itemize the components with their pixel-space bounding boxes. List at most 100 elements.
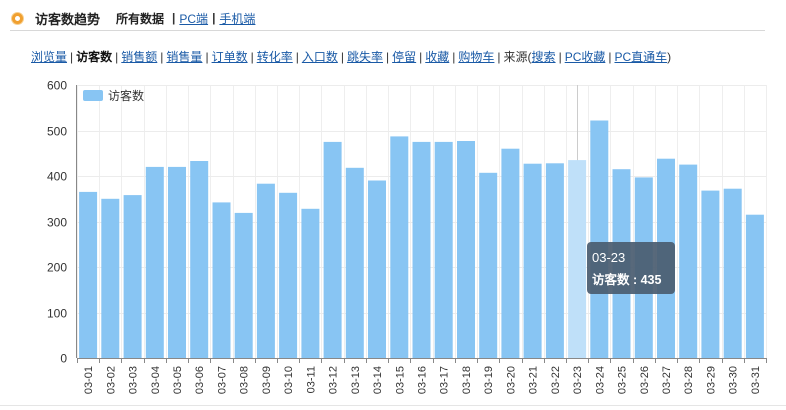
x-tick-label: 03-08 bbox=[239, 366, 251, 394]
x-tick-label: 03-30 bbox=[728, 366, 740, 394]
x-tick-label: 03-12 bbox=[328, 366, 340, 394]
bar-03-01[interactable] bbox=[79, 191, 98, 358]
separator: | bbox=[558, 50, 562, 64]
bar-03-29[interactable] bbox=[701, 190, 720, 358]
bar-03-10[interactable] bbox=[279, 192, 298, 358]
bar-03-14[interactable] bbox=[368, 180, 386, 359]
bar-03-08[interactable] bbox=[234, 212, 253, 358]
bar-03-03[interactable] bbox=[123, 195, 142, 358]
x-tick-label: 03-29 bbox=[705, 366, 717, 394]
x-tick-label: 03-25 bbox=[617, 366, 629, 394]
tooltip-value: 访客数 : 435 bbox=[592, 272, 662, 287]
separator: | bbox=[497, 50, 501, 64]
metric-link-6[interactable]: 入口数 bbox=[301, 50, 338, 64]
x-tick-label: 03-10 bbox=[283, 366, 295, 394]
bar-03-13[interactable] bbox=[345, 167, 364, 358]
bar-03-11[interactable] bbox=[301, 208, 320, 358]
bar-03-15[interactable] bbox=[390, 136, 409, 358]
scope-pc-tab[interactable]: PC端 bbox=[179, 11, 209, 26]
chart-title: 访客数趋势 bbox=[35, 11, 101, 27]
separator: | bbox=[160, 50, 164, 64]
legend-label: 访客数 bbox=[108, 88, 144, 103]
bar-03-16[interactable] bbox=[412, 141, 431, 358]
x-tick-label: 03-18 bbox=[461, 366, 473, 394]
y-tick-label: 600 bbox=[47, 79, 67, 93]
y-tick-label: 400 bbox=[47, 170, 67, 184]
bar-03-02[interactable] bbox=[101, 198, 120, 359]
x-tick-label: 03-09 bbox=[261, 366, 273, 394]
bar-03-21[interactable] bbox=[523, 163, 542, 358]
separator: | bbox=[295, 50, 299, 64]
legend-swatch bbox=[83, 90, 103, 101]
metric-selector: 浏览量 | 访客数 | 销售额 | 销售量 | 订单数 | 转化率 | 入口数 | 跳失率 | 停留 | 收藏 | 购物… bbox=[31, 48, 671, 65]
y-tick-label: 0 bbox=[60, 352, 67, 366]
bar-03-23[interactable] bbox=[568, 160, 587, 358]
metric-link-8[interactable]: 停留 bbox=[392, 50, 417, 64]
x-tick-label: 03-07 bbox=[216, 366, 228, 394]
x-tick-label: 03-31 bbox=[750, 366, 762, 394]
metric-link-3[interactable]: 销售量 bbox=[166, 50, 203, 64]
source-label: 来源( bbox=[503, 50, 532, 64]
separator: | bbox=[172, 11, 176, 25]
x-tick-label: 03-11 bbox=[305, 366, 317, 393]
x-tick-label: 03-02 bbox=[105, 366, 117, 394]
metric-link-0[interactable]: 浏览量 bbox=[31, 50, 68, 64]
metric-link-4[interactable]: 订单数 bbox=[211, 50, 248, 64]
bar-03-31[interactable] bbox=[745, 214, 764, 358]
separator: | bbox=[70, 50, 74, 64]
tooltip-date: 03-23 bbox=[592, 250, 625, 265]
metric-link-7[interactable]: 跳失率 bbox=[346, 50, 383, 64]
bar-03-24[interactable] bbox=[590, 120, 609, 359]
bar-03-28[interactable] bbox=[679, 164, 698, 358]
x-tick-label: 03-06 bbox=[194, 366, 206, 394]
bar-03-19[interactable] bbox=[479, 172, 498, 358]
bar-03-18[interactable] bbox=[457, 141, 475, 358]
bar-03-04[interactable] bbox=[145, 166, 164, 358]
y-tick-label: 200 bbox=[47, 261, 67, 275]
separator: | bbox=[205, 50, 209, 64]
separator: | bbox=[340, 50, 344, 64]
bar-03-05[interactable] bbox=[168, 166, 186, 358]
x-tick-label: 03-01 bbox=[83, 366, 95, 394]
separator: | bbox=[608, 50, 612, 64]
x-tick-label: 03-04 bbox=[150, 366, 162, 394]
metric-link-5[interactable]: 转化率 bbox=[256, 50, 293, 64]
y-tick-label: 300 bbox=[47, 216, 67, 230]
metric-link-1[interactable]: 访客数 bbox=[76, 50, 113, 64]
scope-mobile-tab[interactable]: 手机端 bbox=[219, 11, 256, 26]
x-tick-label: 03-26 bbox=[639, 366, 651, 394]
source-close: ) bbox=[667, 50, 672, 64]
bar-03-12[interactable] bbox=[323, 141, 342, 358]
x-tick-label: 03-28 bbox=[683, 366, 695, 394]
x-tick-label: 03-17 bbox=[439, 366, 451, 394]
separator: | bbox=[386, 50, 390, 64]
x-tick-label: 03-23 bbox=[572, 366, 584, 394]
x-tick-label: 03-21 bbox=[528, 366, 540, 394]
x-tick-label: 03-16 bbox=[417, 366, 429, 394]
metric-link-2[interactable]: 销售额 bbox=[121, 50, 158, 64]
source-link-2[interactable]: PC直通车 bbox=[614, 50, 668, 64]
tooltip-box bbox=[587, 242, 675, 294]
bar-03-17[interactable] bbox=[434, 141, 453, 358]
metric-link-10[interactable]: 购物车 bbox=[458, 50, 495, 64]
x-tick-label: 03-14 bbox=[372, 366, 384, 394]
bar-03-06[interactable] bbox=[190, 161, 209, 358]
x-tick-label: 03-03 bbox=[128, 366, 140, 394]
bar-03-22[interactable] bbox=[545, 163, 564, 358]
metric-link-9[interactable]: 收藏 bbox=[425, 50, 450, 64]
source-link-1[interactable]: PC收藏 bbox=[564, 50, 606, 64]
bar-03-09[interactable] bbox=[256, 183, 275, 358]
bar-03-07[interactable] bbox=[212, 202, 231, 358]
separator: | bbox=[212, 11, 216, 25]
x-tick-label: 03-27 bbox=[661, 366, 673, 394]
x-tick-label: 03-20 bbox=[505, 366, 517, 394]
scope-all-tab[interactable]: 所有数据 bbox=[116, 11, 165, 26]
x-tick-label: 03-15 bbox=[394, 366, 406, 394]
x-tick-label: 03-05 bbox=[172, 366, 184, 394]
divider bbox=[0, 405, 786, 406]
separator: | bbox=[250, 50, 254, 64]
bar-03-20[interactable] bbox=[501, 148, 520, 358]
source-link-0[interactable]: 搜索 bbox=[531, 50, 556, 64]
bar-03-30[interactable] bbox=[723, 188, 742, 358]
